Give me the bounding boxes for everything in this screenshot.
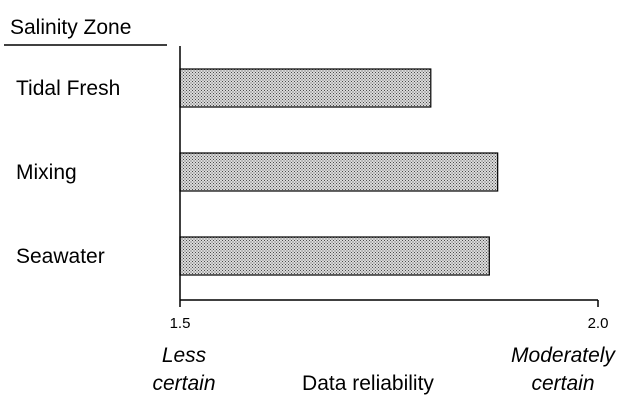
- category-label-tidal-fresh: Tidal Fresh: [16, 77, 120, 100]
- annotation-certain-right: certain: [531, 372, 594, 395]
- x-axis-label: Data reliability: [302, 372, 434, 395]
- annotation-less: Less: [162, 344, 207, 367]
- category-label-seawater: Seawater: [16, 245, 105, 268]
- x-ticks-group: 1.5 2.0: [170, 300, 609, 332]
- annotation-certain-left: certain: [152, 372, 215, 395]
- x-tick-label-1: 2.0: [588, 315, 609, 332]
- annotation-moderately: Moderately: [511, 344, 616, 367]
- x-tick-label-0: 1.5: [170, 315, 191, 332]
- category-label-mixing: Mixing: [16, 161, 77, 184]
- category-header: Salinity Zone: [10, 16, 131, 39]
- category-labels-group: Tidal Fresh Mixing Seawater: [16, 77, 120, 268]
- bar-mixing: [179, 152, 499, 192]
- bar-seawater: [179, 236, 490, 276]
- bars-group: [179, 68, 499, 276]
- bar-tidal-fresh: [179, 68, 432, 108]
